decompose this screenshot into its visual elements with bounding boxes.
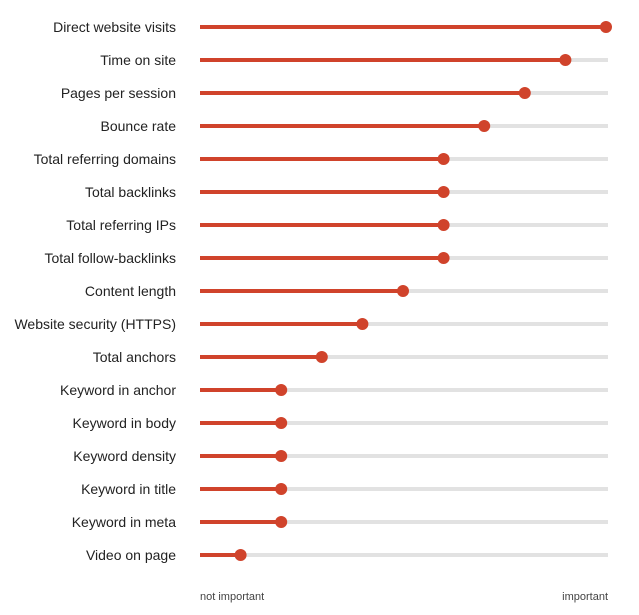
value-dot (234, 549, 247, 561)
chart-row: Content length (85, 283, 608, 299)
chart-row: Bounce rate (101, 118, 608, 134)
value-dot (397, 285, 409, 297)
value-dot (275, 450, 288, 462)
chart-row: Total backlinks (85, 184, 608, 200)
x-axis-min-label: not important (200, 591, 264, 603)
category-label: Keyword in meta (72, 514, 176, 530)
category-label: Total backlinks (85, 184, 176, 200)
value-dot (559, 54, 572, 66)
category-label: Total follow-backlinks (45, 250, 177, 266)
category-label: Bounce rate (101, 118, 177, 134)
chart-row: Total follow-backlinks (45, 250, 608, 266)
category-label: Direct website visits (53, 19, 176, 35)
chart-row: Total referring IPs (66, 217, 608, 233)
value-dot (437, 252, 450, 264)
category-label: Total anchors (93, 349, 176, 365)
category-label: Website security (HTTPS) (14, 316, 176, 332)
chart-row: Total referring domains (34, 151, 608, 167)
value-dot (437, 219, 450, 231)
category-label: Video on page (86, 547, 176, 563)
value-dot (356, 318, 369, 330)
chart-row: Keyword in title (81, 481, 608, 497)
category-label: Keyword density (73, 448, 176, 464)
chart-row: Time on site (100, 52, 608, 68)
category-label: Keyword in title (81, 481, 176, 497)
category-label: Keyword in anchor (60, 382, 176, 398)
category-label: Time on site (100, 52, 176, 68)
category-label: Pages per session (61, 85, 176, 101)
chart-row: Video on page (86, 547, 608, 563)
value-dot (315, 351, 328, 363)
chart-row: Keyword in body (72, 415, 608, 431)
value-dot (275, 384, 288, 396)
value-dot (275, 516, 288, 528)
chart-row: Website security (HTTPS) (14, 316, 608, 332)
x-axis-max-label: important (562, 591, 608, 603)
chart-rows: Direct website visits Time on site Pages p… (14, 19, 612, 563)
chart-row: Total anchors (93, 349, 608, 365)
value-dot (275, 483, 288, 495)
category-label: Keyword in body (72, 415, 176, 431)
chart-row: Direct website visits (53, 19, 612, 35)
value-dot (437, 186, 450, 198)
chart-row: Keyword in meta (72, 514, 608, 530)
value-dot (518, 87, 531, 99)
category-label: Total referring IPs (66, 217, 176, 233)
chart-row: Pages per session (61, 85, 608, 101)
value-dot (478, 120, 491, 132)
category-label: Total referring domains (34, 151, 176, 167)
value-dot (437, 153, 450, 165)
chart-row: Keyword density (73, 448, 608, 464)
chart-row: Keyword in anchor (60, 382, 608, 398)
category-label: Content length (85, 283, 176, 299)
value-dot (600, 21, 612, 33)
value-dot (275, 417, 288, 429)
